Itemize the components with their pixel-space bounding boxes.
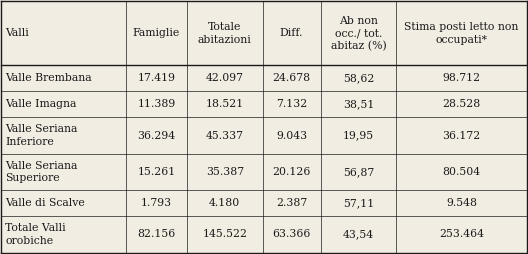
Text: 63.366: 63.366 [272,229,311,240]
Text: 19,95: 19,95 [343,131,374,140]
Text: 18.521: 18.521 [205,99,244,109]
Text: Ab non
occ./ tot.
abitaz (%): Ab non occ./ tot. abitaz (%) [331,16,386,51]
Text: 98.712: 98.712 [442,73,480,83]
Text: 7.132: 7.132 [276,99,307,109]
Text: 11.389: 11.389 [137,99,176,109]
Text: Diff.: Diff. [280,28,304,38]
Text: Valle Brembana: Valle Brembana [5,73,92,83]
Text: 38,51: 38,51 [343,99,374,109]
Text: 15.261: 15.261 [137,167,176,177]
Text: 9.043: 9.043 [276,131,307,140]
Text: Valle di Scalve: Valle di Scalve [5,198,85,208]
Text: Stima posti letto non
occupati*: Stima posti letto non occupati* [404,22,518,44]
Text: 36.294: 36.294 [137,131,176,140]
Text: 28.528: 28.528 [442,99,480,109]
Text: 17.419: 17.419 [137,73,175,83]
Text: 80.504: 80.504 [442,167,480,177]
Text: 43,54: 43,54 [343,229,374,240]
Text: Totale
abitazioni: Totale abitazioni [198,22,252,44]
Text: 58,62: 58,62 [343,73,374,83]
Text: Famiglie: Famiglie [133,28,180,38]
Text: 82.156: 82.156 [137,229,176,240]
Text: 45.337: 45.337 [206,131,244,140]
Text: 9.548: 9.548 [446,198,477,208]
Text: 35.387: 35.387 [206,167,244,177]
Text: 145.522: 145.522 [202,229,247,240]
Text: 20.126: 20.126 [272,167,311,177]
Text: Totale Valli
orobiche: Totale Valli orobiche [5,223,66,246]
Text: Valli: Valli [5,28,29,38]
Text: 24.678: 24.678 [272,73,310,83]
Text: Valle Seriana
Inferiore: Valle Seriana Inferiore [5,124,78,147]
Text: Valle Imagna: Valle Imagna [5,99,77,109]
Text: 42.097: 42.097 [206,73,244,83]
Text: 56,87: 56,87 [343,167,374,177]
Text: Valle Seriana
Superiore: Valle Seriana Superiore [5,161,78,183]
Text: 36.172: 36.172 [442,131,480,140]
Text: 57,11: 57,11 [343,198,374,208]
Text: 253.464: 253.464 [439,229,484,240]
Text: 2.387: 2.387 [276,198,307,208]
Text: 4.180: 4.180 [209,198,240,208]
Text: 1.793: 1.793 [141,198,172,208]
